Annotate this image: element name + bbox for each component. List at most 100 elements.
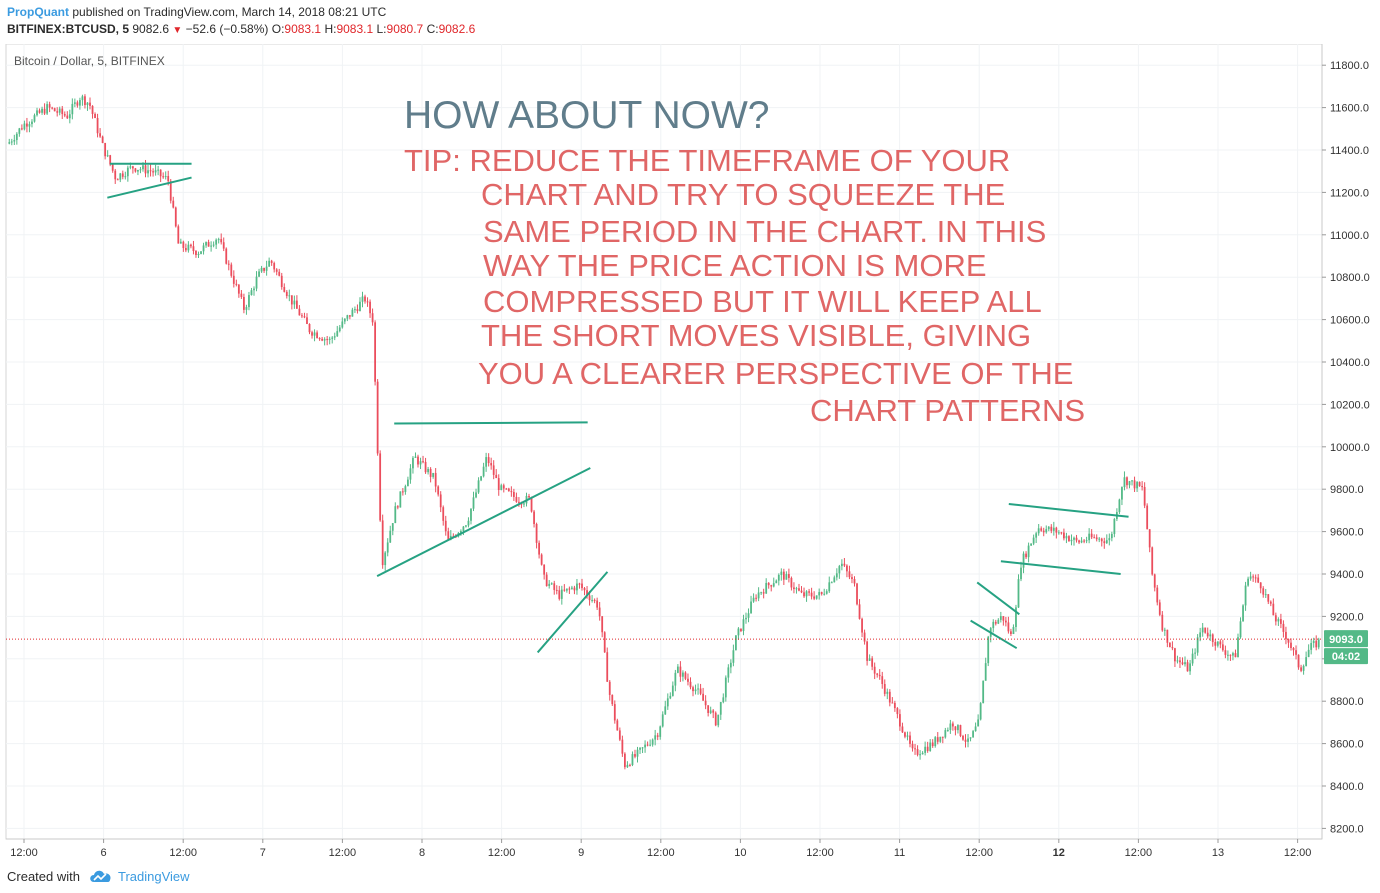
candle-body <box>740 628 742 632</box>
candle-body <box>863 632 866 642</box>
candle-body <box>825 591 828 594</box>
candle-body <box>404 486 407 492</box>
candle-body <box>1229 654 1232 656</box>
candle-body <box>147 170 149 174</box>
candle-body <box>245 307 248 310</box>
candle-body <box>951 723 954 727</box>
candle-body <box>422 461 424 463</box>
y-tick-label: 10600.0 <box>1330 315 1370 327</box>
candle-body <box>899 714 901 727</box>
candle-body <box>861 618 863 633</box>
candle-body <box>273 263 276 270</box>
candle-body <box>1148 529 1151 548</box>
candle-body <box>56 111 59 113</box>
tip-line: YOU A CLEARER PERSPECTIVE OF THE <box>478 356 1073 391</box>
candle-body <box>1050 526 1053 531</box>
candle-body <box>1264 594 1267 596</box>
candle-body <box>992 621 995 629</box>
candle-body <box>977 719 980 727</box>
candle-body <box>820 592 823 594</box>
candle-body <box>1267 594 1270 602</box>
y-axis[interactable]: 11800.0 11600.0 11400.0 11200.0 11000.0 10800… <box>1322 60 1370 835</box>
candle-body <box>1128 481 1131 486</box>
candle-body <box>376 381 379 454</box>
candle-body <box>126 167 129 177</box>
candle-body <box>868 658 871 661</box>
candle-body <box>732 650 735 663</box>
candle-body <box>1103 541 1106 544</box>
candle-body <box>692 687 694 692</box>
candle-body <box>1216 641 1219 646</box>
candle-body <box>994 621 997 624</box>
candle-body <box>505 488 508 490</box>
candle-body <box>361 296 364 302</box>
trendline <box>976 581 1020 616</box>
candle-body <box>346 315 349 319</box>
candle-body <box>1070 539 1073 542</box>
candle-body <box>810 592 813 597</box>
candle-body <box>41 108 43 113</box>
y-tick-label: 8600.0 <box>1330 739 1364 751</box>
candle-body <box>38 110 41 113</box>
candle-body <box>207 242 210 247</box>
candle-body <box>137 169 139 172</box>
candle-body <box>99 133 101 137</box>
candle-body <box>116 179 119 181</box>
candle-body <box>558 590 561 599</box>
candle-body <box>480 476 482 481</box>
candle-body <box>545 574 548 586</box>
candle-body <box>752 597 755 602</box>
y-tick-label: 10200.0 <box>1330 399 1370 411</box>
candle-body <box>1168 642 1171 648</box>
candle-body <box>73 102 76 104</box>
x-axis[interactable]: 12:00 6 12:00 7 12:00 8 12:00 9 12:00 10 12:00 11 12… <box>10 839 1311 859</box>
candle-body <box>308 323 311 333</box>
candle-body <box>482 466 485 477</box>
candle-body <box>31 121 33 125</box>
y-tick-label: 8800.0 <box>1330 696 1364 708</box>
candle-body <box>936 737 939 742</box>
tradingview-brand-link[interactable]: TradingView <box>118 869 190 884</box>
candle-body <box>1262 588 1265 595</box>
candle-body <box>1075 537 1078 541</box>
price-badge-value: 9093.0 <box>1329 634 1363 646</box>
candle-body <box>755 597 757 599</box>
candle-body <box>1037 528 1040 534</box>
candle-body <box>487 457 490 464</box>
candle-body <box>195 251 197 255</box>
candle-body <box>8 142 11 144</box>
candle-body <box>1161 614 1164 631</box>
candle-body <box>1126 477 1128 486</box>
candle-body <box>10 141 13 143</box>
tradingview-cloud-icon[interactable] <box>88 867 114 890</box>
candle-body <box>954 726 957 731</box>
candle-body <box>106 155 109 157</box>
candle-body <box>1163 629 1166 631</box>
candle-body <box>26 123 28 127</box>
candle-body <box>571 587 573 589</box>
candle-body <box>290 295 293 305</box>
candle-body <box>843 563 846 566</box>
candle-body <box>583 588 586 591</box>
candle-body <box>91 105 94 114</box>
candle-body <box>465 525 467 527</box>
open-label: O: <box>271 22 285 36</box>
candle-body <box>76 102 79 106</box>
candle-body <box>1315 640 1318 648</box>
x-tick-label: 12:00 <box>1125 847 1153 859</box>
author-link[interactable]: PropQuant <box>7 5 69 19</box>
candle-body <box>560 589 563 599</box>
candle-body <box>119 173 122 180</box>
x-tick-label: 7 <box>260 847 266 859</box>
open-value: 9083.1 <box>284 22 322 36</box>
candle-body <box>904 732 906 737</box>
candle-body <box>618 730 621 740</box>
candle-body <box>1204 627 1207 633</box>
candle-body <box>798 588 800 591</box>
candle-body <box>835 573 838 578</box>
candle-body <box>429 468 432 477</box>
candle-body <box>770 585 773 587</box>
price-chart[interactable]: 11800.0 11600.0 11400.0 11200.0 11000.0 10800… <box>0 43 1380 864</box>
chart-area[interactable]: 11800.0 11600.0 11400.0 11200.0 11000.0 10800… <box>0 43 1380 864</box>
tip-line: WAY THE PRICE ACTION IS MORE <box>483 248 987 283</box>
